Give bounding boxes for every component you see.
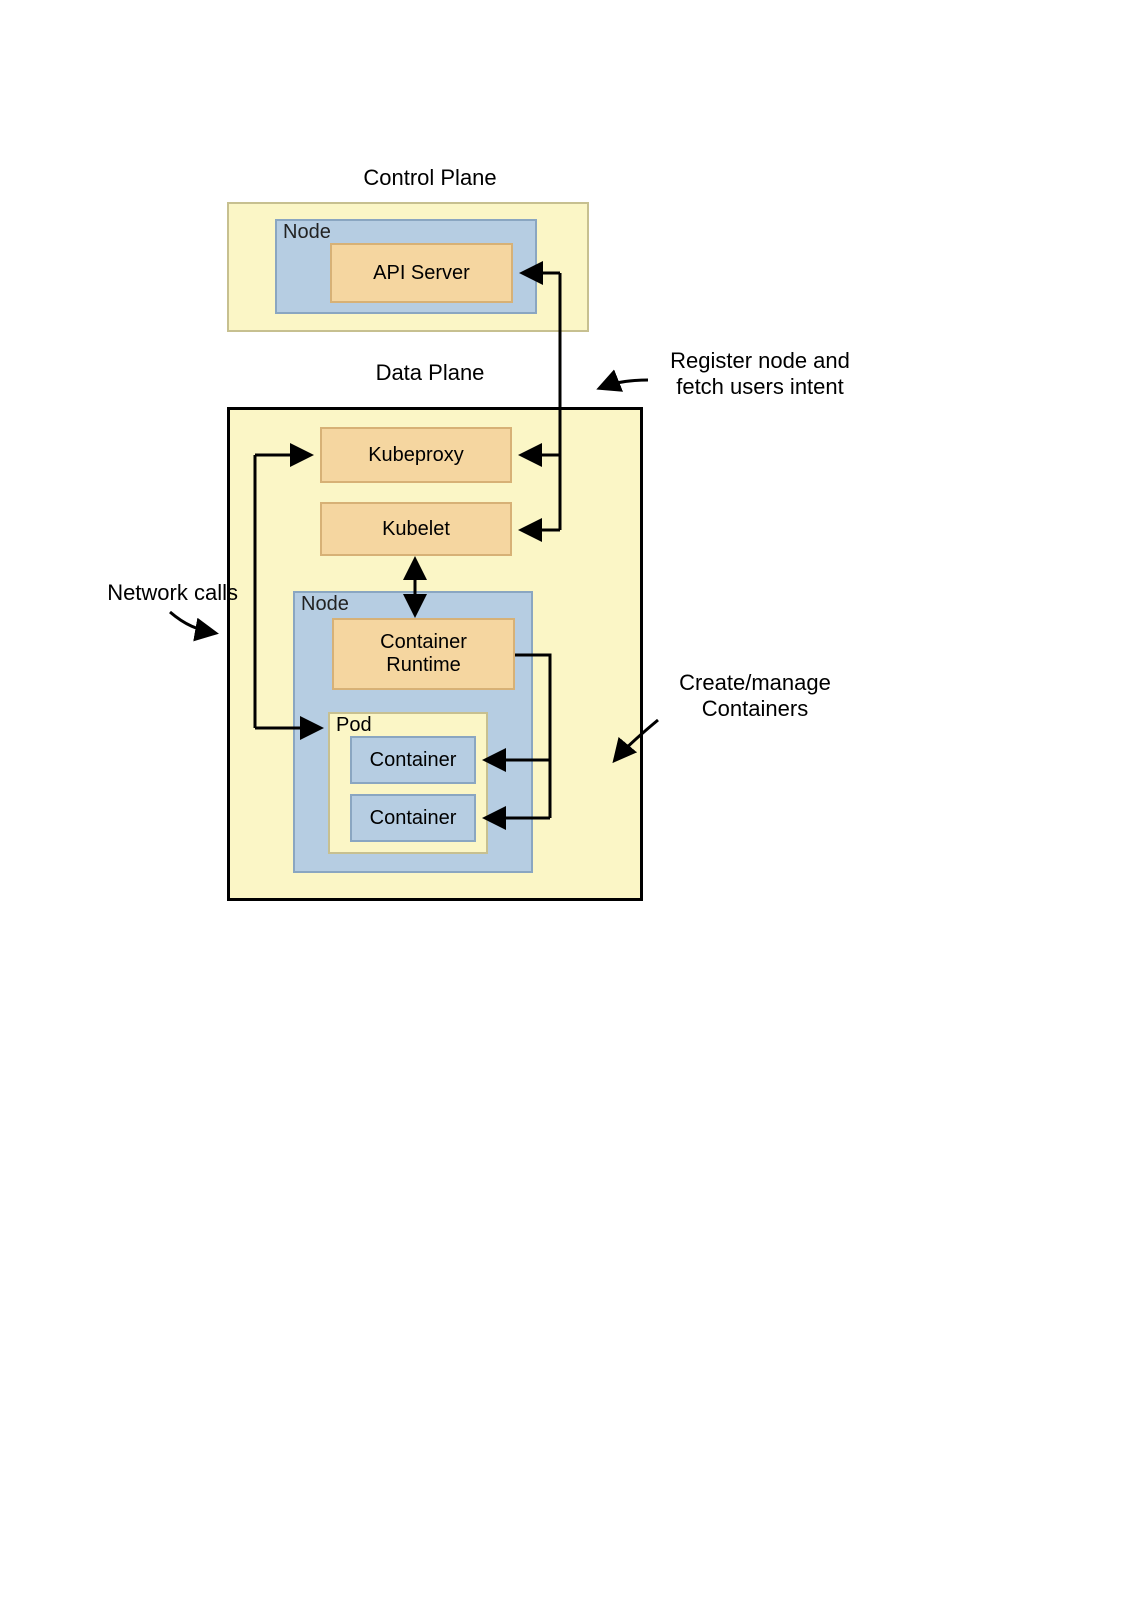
- pod-label: Pod: [336, 714, 372, 737]
- kubeproxy-label: Kubeproxy: [322, 429, 510, 481]
- api-server-label: API Server: [332, 245, 511, 301]
- create-manage-annotation: Create/manage Containers: [660, 670, 850, 723]
- container1-box: Container: [350, 736, 476, 784]
- data-plane-title: Data Plane: [300, 360, 560, 386]
- container2-box: Container: [350, 794, 476, 842]
- control-node-label: Node: [283, 221, 331, 244]
- diagram-canvas: Control Plane Data Plane Node API Server…: [0, 0, 1143, 1600]
- container1-label: Container: [352, 738, 474, 782]
- register-annotation: Register node and fetch users intent: [650, 348, 870, 401]
- container2-label: Container: [352, 796, 474, 840]
- container-runtime-box: Container Runtime: [332, 618, 515, 690]
- data-node-label: Node: [301, 593, 349, 616]
- kubelet-label: Kubelet: [322, 504, 510, 554]
- pointer-register: [600, 380, 648, 388]
- pointer-network-calls: [170, 612, 215, 633]
- api-server-box: API Server: [330, 243, 513, 303]
- kubelet-box: Kubelet: [320, 502, 512, 556]
- kubeproxy-box: Kubeproxy: [320, 427, 512, 483]
- container-runtime-label: Container Runtime: [334, 620, 513, 688]
- control-plane-title: Control Plane: [300, 165, 560, 191]
- network-calls-annotation: Network calls: [88, 580, 238, 606]
